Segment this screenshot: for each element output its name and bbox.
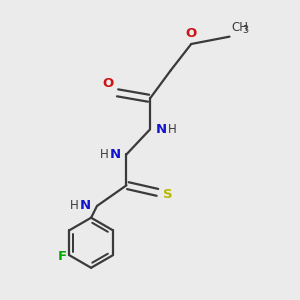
Text: O: O — [186, 28, 197, 40]
Text: H: H — [99, 148, 108, 161]
Text: CH: CH — [231, 21, 248, 34]
Text: H: H — [70, 200, 79, 212]
Text: O: O — [102, 77, 113, 90]
Text: N: N — [110, 148, 121, 161]
Text: N: N — [80, 200, 91, 212]
Text: 3: 3 — [242, 26, 248, 35]
Text: H: H — [168, 123, 177, 136]
Text: F: F — [57, 250, 67, 263]
Text: S: S — [163, 188, 173, 201]
Text: N: N — [155, 123, 167, 136]
